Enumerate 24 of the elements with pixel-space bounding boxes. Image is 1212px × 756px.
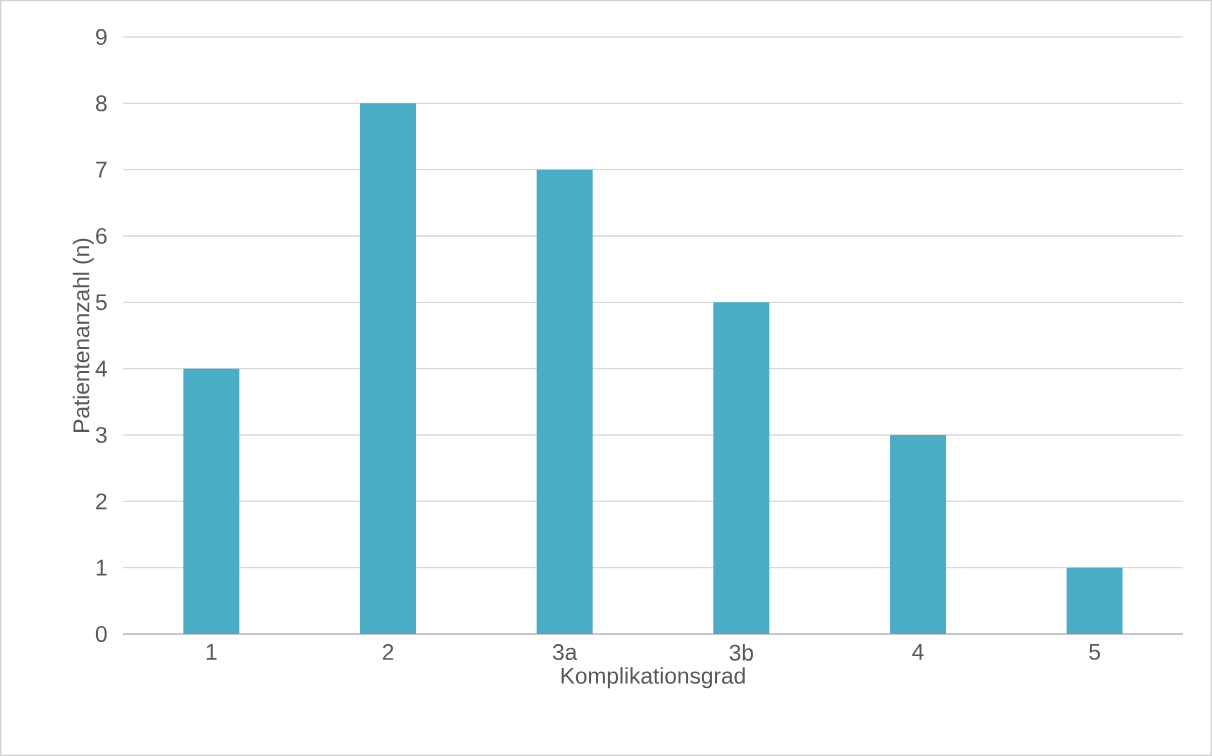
y-tick-label: 4 bbox=[95, 360, 107, 377]
y-tick-label: 7 bbox=[96, 161, 107, 178]
y-tick-label: 6 bbox=[96, 227, 107, 245]
bar bbox=[1066, 567, 1123, 634]
y-tick-label: 8 bbox=[96, 95, 107, 112]
x-tick-label: 3b bbox=[729, 644, 753, 661]
bar bbox=[713, 302, 770, 634]
x-tick-label: 1 bbox=[206, 644, 217, 660]
y-tick-label: 3 bbox=[95, 426, 107, 444]
bar bbox=[890, 435, 947, 634]
y-tick-label: 0 bbox=[95, 625, 107, 643]
x-tick-label: 3a bbox=[552, 644, 578, 661]
x-tick-label: 4 bbox=[912, 644, 924, 660]
y-axis-title: Patientenanzahl (n) bbox=[72, 238, 94, 432]
x-tick-label: 2 bbox=[382, 644, 394, 660]
bar bbox=[183, 368, 240, 634]
y-tick-label: 5 bbox=[95, 294, 107, 311]
x-axis-title: Komplikationsgrad bbox=[561, 667, 745, 689]
y-tick-label: 1 bbox=[96, 559, 107, 576]
y-tick-label: 9 bbox=[96, 28, 107, 46]
bar bbox=[536, 169, 593, 634]
x-tick-label: 5 bbox=[1089, 644, 1101, 660]
bar bbox=[360, 103, 416, 634]
y-tick-label: 2 bbox=[96, 493, 107, 510]
